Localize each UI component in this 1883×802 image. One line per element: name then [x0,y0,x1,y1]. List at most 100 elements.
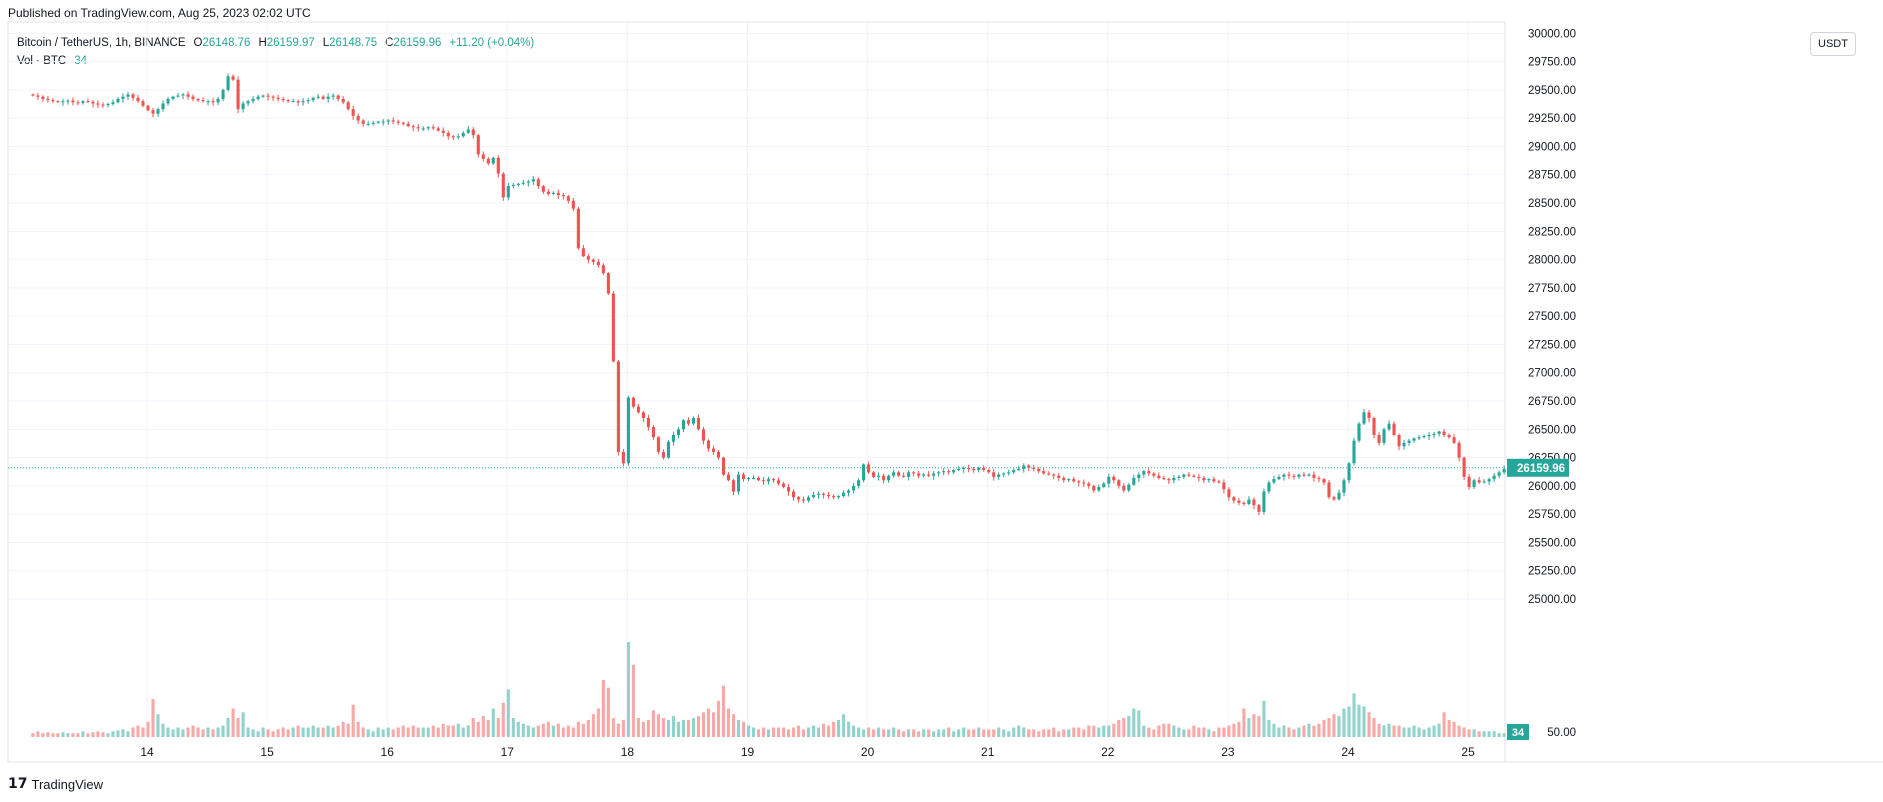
change-value: +11.20 (+0.04%) [449,37,535,49]
volume-bar [631,664,635,737]
candle-body [1107,476,1111,484]
price-tick-label: 25500.00 [1528,537,1576,549]
candle-body [887,475,891,481]
candle-body [1312,474,1316,478]
currency-button[interactable]: USDT [1810,32,1856,56]
price-tick-label: 28500.00 [1528,198,1576,210]
volume-bar [1212,731,1216,737]
volume-bar [636,718,640,737]
time-tick-label: 16 [381,745,395,759]
candle-body [1087,483,1091,486]
price-tick-label: 28750.00 [1528,170,1576,182]
volume-bar [812,725,816,737]
candle-body [1272,479,1276,483]
candle-body [56,101,60,103]
candle-body [761,480,766,482]
volume-bar [1502,733,1506,737]
volume-bar [306,727,310,737]
volume-bar [81,731,85,737]
candle-body [1432,433,1436,435]
volume-bar [1087,725,1091,737]
volume-bar [1397,725,1401,737]
price-axis[interactable]: 25000.00 25250.00 25500.00 25750.00 26000.00… [1528,28,1576,606]
time-tick-label: 24 [1341,745,1355,759]
volume-bar [766,729,771,737]
candle-body [441,130,445,133]
candle-body [626,397,630,464]
volume-bar [756,729,761,737]
candle-body [706,440,711,449]
volume-bar [1372,718,1376,737]
candle-body [982,467,986,471]
volume-bar [801,729,806,737]
high-key: H [258,37,267,49]
candle-body [952,470,956,473]
candle-body [401,122,405,124]
volume-bar [1272,723,1276,737]
candle-body [1192,475,1196,477]
symbol-label[interactable]: Bitcoin / TetherUS, 1h, BINANCE [17,37,186,49]
volume-bar [701,712,706,737]
candle-body [791,491,796,498]
candle-body [276,97,280,99]
candle-body [922,474,926,476]
volume-bar [1067,729,1071,737]
candle-body [251,98,255,102]
volume-bar [832,721,836,737]
volume-bar [151,699,155,737]
candle-body [376,121,380,123]
volume-bar [1182,729,1186,737]
candle-body [351,109,355,116]
volume-bar [1432,725,1436,737]
volume-bar [1062,729,1066,737]
price-tick-label: 29000.00 [1528,141,1576,153]
volume-bar [1437,723,1441,737]
candle-body [656,437,660,452]
candle-body [1232,497,1236,501]
candle-body [586,256,590,260]
candle-body [1477,480,1481,483]
candle-body [972,468,976,471]
volume-bar [401,725,405,737]
volume-label[interactable]: Vol · BTC [17,55,67,67]
candle-body [1002,473,1006,475]
volume-bar [1222,727,1226,737]
volume-bar [1047,729,1051,737]
candle-body [681,420,685,430]
candle-body [1412,438,1416,441]
candle-body [71,100,75,103]
candle-body [1492,475,1496,480]
candle-body [741,474,746,480]
volume-bar [126,731,130,737]
volume-bar [1352,693,1356,737]
candle-body [857,480,861,486]
volume-bar [721,685,726,737]
volume-bar [937,729,941,737]
volume-bar [476,721,480,737]
time-tick-label: 22 [1101,745,1115,759]
last-price-label: 26159.96 [1517,463,1565,475]
volume-bar [416,727,420,737]
volume-bar [371,731,375,737]
volume-bar [711,712,716,737]
candle-body [1292,475,1296,477]
candle-body [1012,470,1016,473]
volume-bar [606,687,610,737]
candle-body [977,467,981,471]
time-axis[interactable]: 14 15 16 17 18 19 20 21 22 23 24 25 [140,745,1475,759]
volume-bar [66,733,70,737]
candle-body [1202,477,1206,481]
volume-bar [1282,725,1286,737]
volume-bar [882,729,886,737]
candle-body [1337,492,1341,500]
candle-body [41,96,45,99]
volume-bar [696,716,701,737]
volume-bar [1457,725,1461,737]
volume-bar [1077,727,1081,737]
candle-body [91,101,95,104]
candle-body [481,154,485,159]
candle-body [827,494,831,497]
candle-body [967,467,971,469]
candle-body [1017,468,1021,471]
